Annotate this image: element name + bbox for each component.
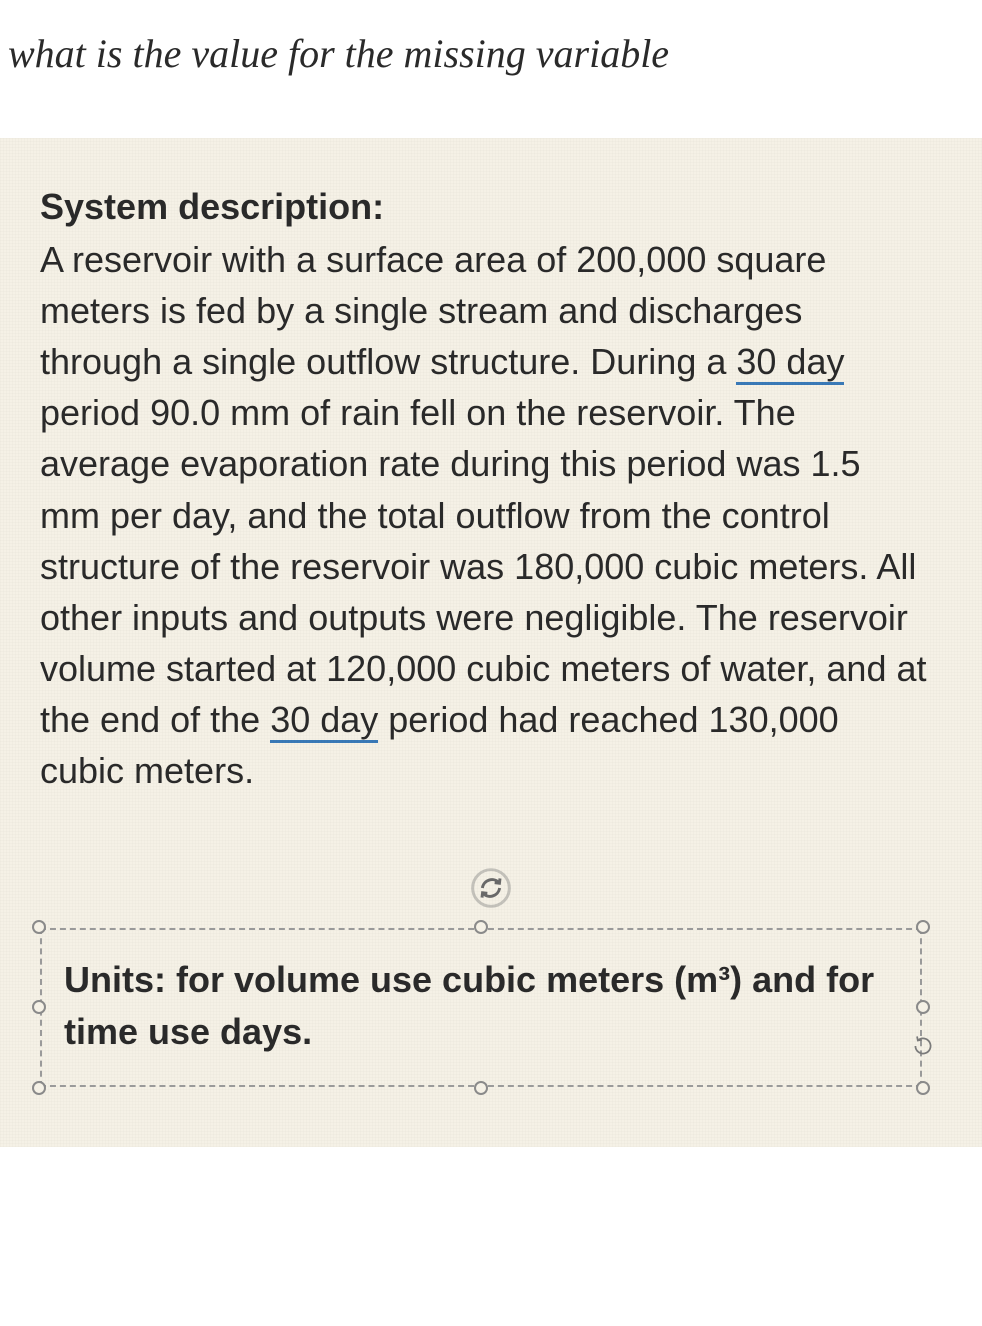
- selection-handle-top-middle[interactable]: [474, 920, 488, 934]
- selection-handle-top-right[interactable]: [916, 920, 930, 934]
- question-prompt: what is the value for the missing variab…: [0, 0, 982, 88]
- system-description-heading: System description:: [40, 186, 942, 228]
- selection-handle-middle-left[interactable]: [32, 1000, 46, 1014]
- selection-handle-bottom-right[interactable]: [916, 1081, 930, 1095]
- refresh-row: [40, 866, 942, 910]
- units-textbox[interactable]: Units: for volume use cubic meters (m³) …: [40, 928, 922, 1086]
- units-textbox-wrapper: Units: for volume use cubic meters (m³) …: [40, 928, 922, 1086]
- problem-content-area: System description: A reservoir with a s…: [0, 138, 982, 1147]
- system-description-body: A reservoir with a surface area of 200,0…: [40, 234, 930, 796]
- description-segment-1: A reservoir with a surface area of 200,0…: [40, 239, 826, 382]
- description-segment-2: period 90.0 mm of rain fell on the reser…: [40, 392, 927, 740]
- underlined-period-2: 30 day: [270, 699, 378, 743]
- selection-handle-middle-right[interactable]: [916, 1000, 930, 1014]
- selection-handle-bottom-middle[interactable]: [474, 1081, 488, 1095]
- rotate-handle-icon[interactable]: [910, 1033, 936, 1059]
- selection-handle-bottom-left[interactable]: [32, 1081, 46, 1095]
- underlined-period-1: 30 day: [736, 341, 844, 385]
- refresh-icon[interactable]: [469, 866, 513, 910]
